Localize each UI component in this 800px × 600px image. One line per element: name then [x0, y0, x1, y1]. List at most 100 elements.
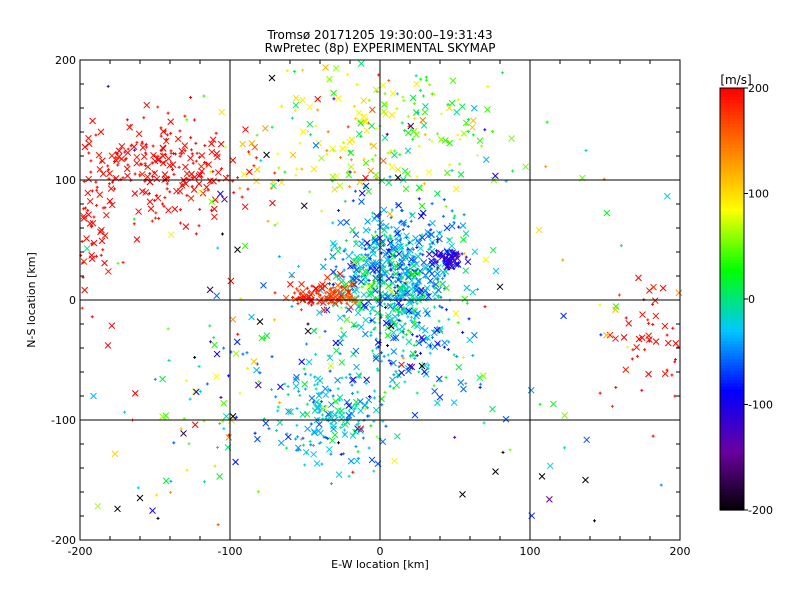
data-point: [522, 163, 529, 171]
data-point: [500, 71, 504, 75]
data-point: [162, 412, 170, 420]
data-point: [446, 253, 450, 257]
data-point: [446, 259, 450, 263]
data-point: [202, 480, 206, 484]
data-point: [348, 149, 352, 153]
data-point: [324, 416, 328, 420]
data-point: [372, 469, 376, 473]
data-point: [188, 397, 192, 401]
data-point: [373, 389, 377, 393]
data-point: [380, 403, 384, 407]
data-point: [313, 383, 317, 387]
data-point: [113, 176, 117, 180]
data-point: [373, 320, 377, 324]
data-point: [338, 295, 342, 299]
data-point: [399, 277, 403, 281]
data-point: [388, 162, 392, 166]
data-point: [409, 293, 417, 300]
data-point: [389, 242, 393, 246]
data-point: [386, 210, 394, 218]
data-point: [428, 344, 432, 348]
data-point: [112, 159, 116, 163]
data-point: [395, 308, 399, 312]
data-point: [461, 330, 465, 334]
data-point: [335, 471, 343, 478]
data-point: [116, 152, 120, 156]
data-point: [325, 152, 329, 156]
data-point: [312, 285, 320, 292]
data-point: [97, 228, 104, 236]
data-point: [413, 260, 420, 268]
data-point: [162, 477, 170, 485]
data-point: [356, 456, 360, 460]
data-point: [334, 376, 341, 384]
data-point: [385, 179, 393, 187]
data-point: [405, 338, 413, 346]
data-point: [415, 334, 419, 338]
data-point: [393, 149, 397, 153]
data-point: [382, 222, 390, 230]
data-point: [159, 145, 167, 152]
data-point: [143, 101, 151, 109]
data-point: [394, 238, 398, 242]
data-point: [162, 204, 166, 208]
data-point: [289, 151, 297, 159]
data-point: [221, 420, 225, 424]
data-point: [85, 211, 92, 218]
data-point: [99, 160, 103, 164]
data-point: [239, 140, 247, 148]
data-point: [431, 387, 439, 395]
data-point: [301, 294, 305, 298]
data-point: [333, 172, 340, 180]
data-point: [337, 334, 345, 342]
data-point: [154, 211, 158, 215]
data-point: [194, 141, 198, 145]
data-point: [471, 248, 479, 256]
data-point: [341, 257, 345, 261]
data-point: [190, 175, 194, 179]
data-point: [213, 350, 221, 358]
data-point: [111, 450, 119, 458]
data-point: [620, 334, 628, 341]
data-point: [380, 157, 387, 165]
data-point: [355, 324, 359, 328]
data-point: [359, 253, 363, 257]
data-point: [390, 359, 397, 367]
data-point: [336, 314, 344, 322]
data-point: [300, 167, 304, 171]
data-point: [355, 423, 359, 427]
data-point: [387, 322, 395, 330]
data-point: [292, 382, 300, 390]
data-point: [312, 375, 316, 379]
data-point: [211, 341, 218, 349]
data-point: [330, 268, 337, 276]
data-point: [464, 258, 472, 266]
data-point: [191, 388, 199, 395]
data-point: [112, 187, 116, 191]
data-point: [172, 151, 176, 155]
data-point: [435, 286, 442, 294]
data-point: [396, 263, 404, 271]
data-point: [198, 389, 202, 393]
data-point: [546, 462, 554, 470]
data-point: [484, 106, 491, 113]
data-point: [402, 295, 406, 299]
data-point: [401, 330, 405, 334]
data-point: [234, 415, 238, 419]
data-point: [368, 305, 376, 313]
data-point: [334, 290, 338, 294]
data-point: [346, 295, 350, 299]
data-point: [94, 502, 102, 510]
data-point: [276, 409, 280, 413]
data-point: [248, 139, 256, 147]
data-point: [255, 133, 259, 137]
data-point: [153, 175, 161, 183]
data-point: [180, 152, 184, 156]
data-point: [327, 354, 331, 358]
data-point: [106, 84, 110, 88]
data-point: [364, 381, 368, 385]
data-point: [123, 410, 127, 414]
data-point: [258, 371, 262, 375]
data-point: [603, 331, 610, 339]
data-point: [418, 252, 422, 256]
